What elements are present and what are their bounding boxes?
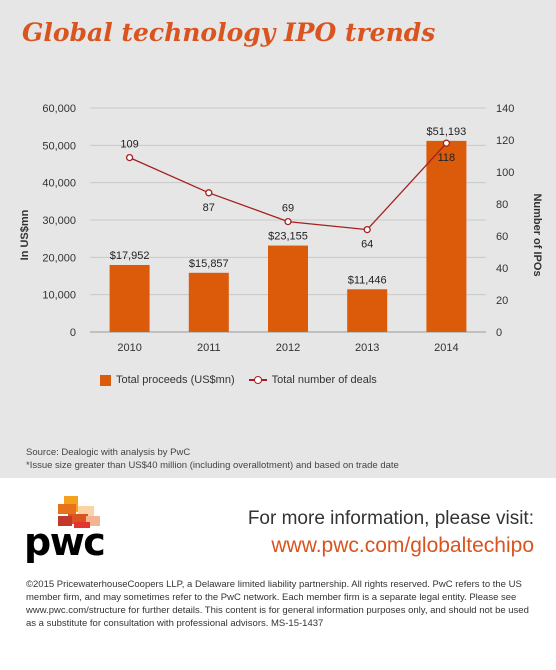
source-note: Source: Dealogic with analysis by PwC *I… (26, 446, 399, 472)
legend-line-swatch (248, 375, 267, 385)
left-tick-label: 30,000 (42, 215, 76, 227)
line-value-label: 69 (282, 203, 294, 215)
line-point (125, 153, 134, 162)
bar (188, 272, 229, 332)
left-tick-label: 40,000 (42, 178, 76, 190)
bar (426, 140, 467, 332)
left-tick-label: 10,000 (42, 290, 76, 302)
right-axis-ticks: 0 20 40 60 80 100 120 140 (496, 103, 514, 339)
bar-value-label: $15,857 (189, 258, 229, 270)
left-tick-label: 50,000 (42, 140, 76, 152)
left-tick-label: 20,000 (42, 252, 76, 264)
line-labels: 109 87 69 64 118 (120, 139, 455, 251)
copyright-text: ©2015 PricewaterhouseCoopers LLP, a Dela… (26, 579, 529, 629)
bar (347, 289, 388, 332)
visit-text: For more information, please visit: (247, 508, 534, 529)
page-title: Global technology IPO trends (22, 18, 436, 47)
visit-block: For more information, please visit: www.… (248, 508, 534, 558)
footer: pwc For more information, please visit: … (0, 478, 556, 670)
pwc-logo-mark-icon (58, 496, 100, 528)
line-series (125, 139, 451, 234)
bar-value-label: $17,952 (110, 250, 150, 262)
right-tick-label: 20 (496, 295, 508, 307)
combo-chart: 0 10,000 20,000 30,000 40,000 50,000 60,000 0 2… (19, 103, 543, 354)
right-tick-label: 80 (496, 199, 508, 211)
x-tick-label: 2012 (276, 342, 300, 354)
line-point (442, 139, 451, 147)
x-tick-label: 2013 (355, 342, 379, 354)
line-point (205, 189, 213, 197)
line-value-label: 118 (438, 152, 456, 164)
bar-value-label: $11,446 (348, 274, 387, 286)
series-line (129, 142, 447, 231)
footnote-line: *Issue size greater than US$40 million (… (26, 460, 399, 471)
bar (109, 264, 150, 332)
x-tick-label: 2011 (197, 342, 221, 354)
right-tick-label: 100 (496, 167, 514, 179)
line-value-label: 109 (120, 139, 138, 151)
right-tick-label: 120 (496, 135, 514, 147)
left-tick-label: 0 (70, 327, 76, 339)
bar-value-label: $51,193 (427, 126, 467, 138)
x-tick-label: 2014 (434, 342, 458, 354)
legend-bar-swatch (100, 374, 111, 386)
x-tick-label: 2010 (117, 342, 141, 354)
x-axis-labels: 2010 2011 2012 2013 2014 (117, 342, 458, 354)
bar (268, 245, 308, 332)
legend-line-label: Total number of deals (271, 374, 377, 386)
right-tick-label: 0 (496, 327, 502, 339)
visit-link[interactable]: www.pwc.com/globaltechipo (271, 534, 534, 557)
right-tick-label: 60 (496, 231, 508, 243)
line-value-label: 64 (361, 239, 373, 251)
right-tick-label: 140 (496, 103, 514, 115)
bar-labels: $17,952 $15,857 $23,155 $11,446 $51,193 (110, 126, 467, 286)
line-point (363, 225, 371, 234)
right-tick-label: 40 (496, 263, 508, 275)
pwc-logo-text: pwc (24, 520, 106, 564)
bar-series (109, 140, 467, 332)
source-line: Source: Dealogic with analysis by PwC (26, 447, 191, 458)
left-axis-ticks: 0 10,000 20,000 30,000 40,000 50,000 60,000 (42, 103, 76, 339)
line-value-label: 87 (203, 202, 215, 214)
line-point (284, 217, 292, 226)
y2-axis-title: Number of IPOs (531, 193, 543, 276)
legend-bar-label: Total proceeds (US$mn) (116, 374, 235, 386)
legend: Total proceeds (US$mn) Total number of d… (100, 374, 377, 386)
bar-value-label: $23,155 (268, 231, 308, 243)
y-axis-title: In US$mn (19, 209, 31, 260)
left-tick-label: 60,000 (42, 103, 76, 115)
